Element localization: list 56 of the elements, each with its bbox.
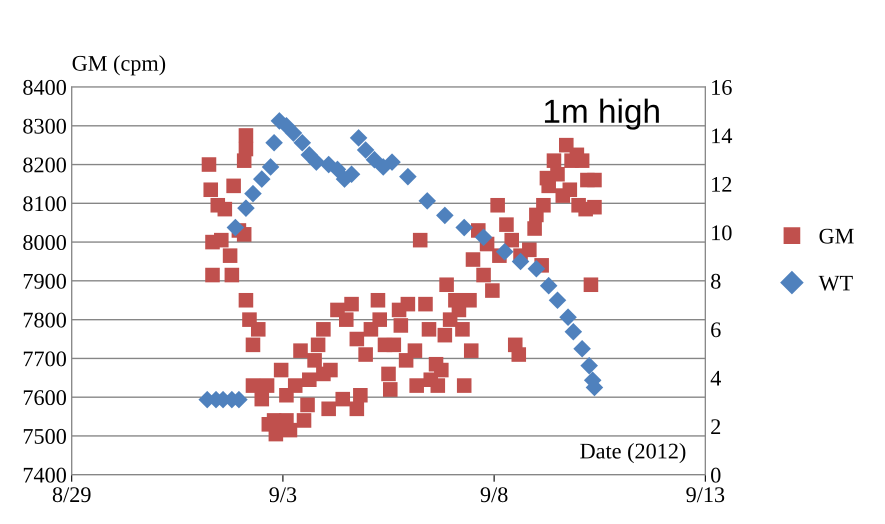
point bbox=[528, 260, 546, 278]
x-axis-title: Date (2012) bbox=[580, 442, 686, 464]
point bbox=[293, 134, 312, 152]
point bbox=[284, 124, 302, 142]
point bbox=[564, 322, 582, 341]
legend-label: GM bbox=[820, 228, 854, 244]
point bbox=[455, 218, 473, 236]
y2-tick-label: 4 bbox=[710, 370, 721, 386]
y2-tick-label: 6 bbox=[711, 322, 721, 338]
y-tick-label: 8400 bbox=[23, 80, 66, 95]
point bbox=[474, 228, 492, 246]
y2-tick-label: 0 bbox=[711, 468, 720, 483]
y-tick-label: 8100 bbox=[23, 196, 66, 212]
y2-tick-label: 10 bbox=[712, 225, 732, 240]
point bbox=[512, 252, 530, 270]
point bbox=[350, 129, 368, 147]
point bbox=[580, 356, 598, 374]
point bbox=[356, 141, 374, 159]
point bbox=[573, 340, 591, 358]
point bbox=[226, 218, 244, 236]
point bbox=[237, 199, 255, 217]
x-tick-label: 9/8 bbox=[480, 487, 508, 502]
annotation: 1m high bbox=[544, 98, 659, 130]
point bbox=[548, 291, 566, 310]
point bbox=[265, 134, 283, 152]
y-tick-label: 7900 bbox=[24, 274, 66, 289]
y2-tick-label: 12 bbox=[712, 176, 732, 192]
y-tick-label: 7800 bbox=[24, 312, 66, 328]
y2-tick-label: 2 bbox=[711, 419, 720, 434]
y-tick-label: 7400 bbox=[24, 468, 66, 483]
legend-label: WT bbox=[818, 276, 853, 291]
y2-tick-label: 14 bbox=[712, 128, 732, 144]
x-tick-label: 9/3 bbox=[269, 487, 296, 502]
y-tick-label: 7600 bbox=[24, 390, 66, 406]
y2-tick-label: 8 bbox=[711, 274, 720, 289]
point bbox=[328, 160, 346, 178]
y-tick-label: 8000 bbox=[23, 235, 66, 250]
point bbox=[540, 276, 558, 294]
point bbox=[559, 308, 577, 326]
y-tick-label: 8300 bbox=[23, 118, 66, 134]
point bbox=[418, 192, 436, 210]
point bbox=[308, 153, 326, 171]
point bbox=[262, 158, 280, 176]
point bbox=[253, 170, 271, 188]
x-tick-label: 9/13 bbox=[686, 487, 724, 502]
y-tick-label: 7700 bbox=[24, 351, 66, 366]
point bbox=[436, 206, 454, 224]
point bbox=[383, 153, 401, 171]
point bbox=[496, 243, 514, 261]
y-axis-title: GM (cpm) bbox=[72, 55, 166, 76]
point bbox=[244, 184, 262, 202]
point bbox=[399, 168, 417, 186]
y-tick-label: 7500 bbox=[24, 428, 66, 444]
x-tick-label: 8/29 bbox=[52, 487, 91, 502]
y2-tick-label: 16 bbox=[712, 80, 732, 95]
y-tick-label: 8200 bbox=[23, 157, 66, 172]
